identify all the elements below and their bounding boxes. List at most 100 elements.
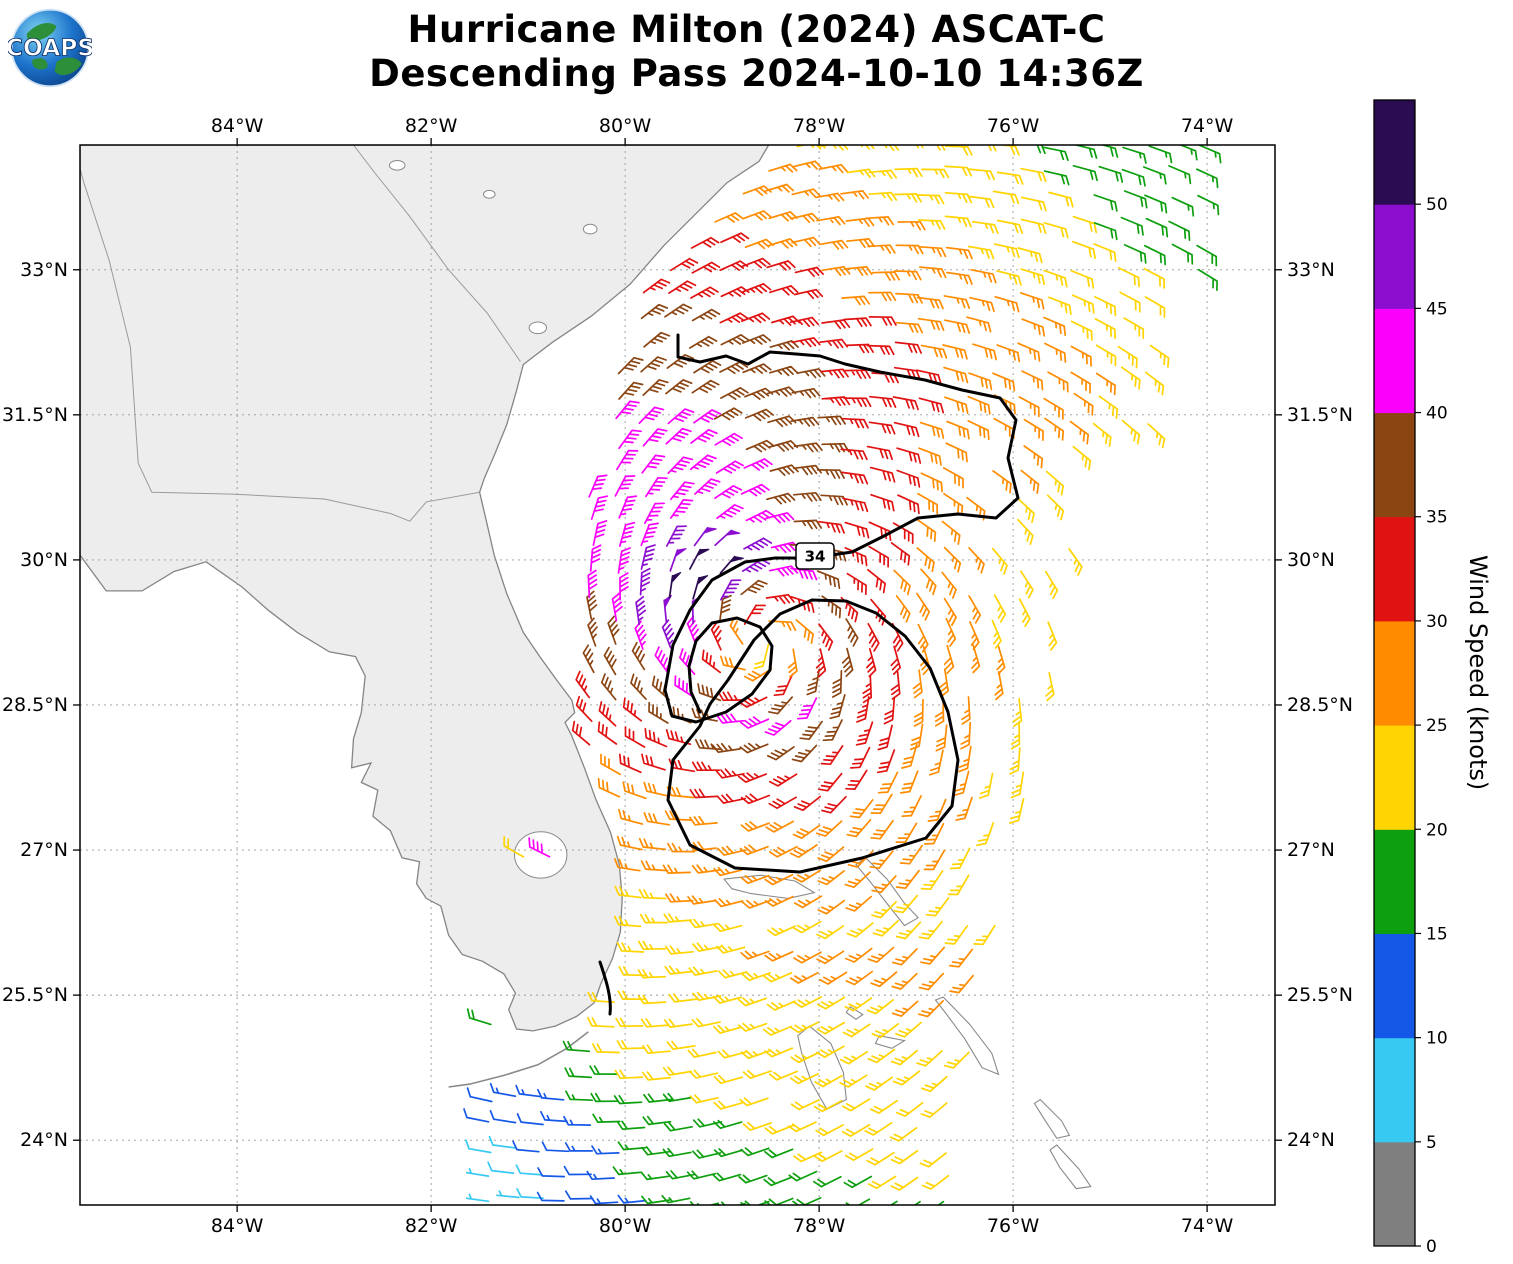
wind-barb <box>842 369 871 379</box>
wind-barb <box>597 721 618 745</box>
colorbar-tick-label: 35 <box>1426 508 1448 528</box>
wind-barb <box>993 594 1007 623</box>
wind-barb <box>697 683 722 702</box>
wind-barb <box>1144 371 1165 396</box>
wind-barb <box>720 579 742 601</box>
wind-barb <box>766 492 796 505</box>
wind-barb <box>944 165 973 177</box>
wind-barb <box>949 847 971 870</box>
wind-barb <box>791 188 821 198</box>
island-outline <box>797 1025 847 1111</box>
wind-barb <box>829 694 846 720</box>
wind-barb <box>642 278 671 294</box>
wind-barb <box>571 720 591 746</box>
wind-barb <box>1070 371 1091 394</box>
wind-barb <box>742 283 772 294</box>
wind-barb <box>648 701 669 724</box>
wind-barb <box>943 1051 970 1069</box>
wind-barb <box>816 570 841 589</box>
wind-barb <box>634 620 647 650</box>
wind-barb <box>942 467 964 489</box>
wind-barb <box>967 195 995 209</box>
isotach-layer: 34 <box>598 333 1020 1016</box>
axis-tick-label: 74°W <box>1181 1215 1234 1237</box>
wind-barb <box>877 724 893 751</box>
colorbar-segment <box>1374 412 1415 518</box>
wind-barb <box>740 1147 770 1157</box>
wind-barb <box>869 466 896 483</box>
wind-barb <box>1010 721 1021 750</box>
colorbar-segment <box>1374 1037 1415 1143</box>
wind-barb <box>1021 370 1044 391</box>
wind-barb <box>916 592 931 621</box>
wind-barb <box>694 478 721 495</box>
isotach-34-contour <box>666 598 960 874</box>
lake-outline <box>582 223 598 235</box>
wind-barb <box>564 1190 594 1200</box>
colorbar-segment <box>1374 308 1415 414</box>
wind-barb <box>916 547 935 573</box>
wind-barb-pennant <box>724 529 741 536</box>
wind-barb <box>665 379 693 395</box>
title-line2: Descending Pass 2024-10-10 14:36Z <box>369 51 1144 95</box>
wind-barb <box>738 1174 768 1184</box>
colorbar-tick-label: 0 <box>1426 1237 1437 1257</box>
wind-barb <box>1017 518 1034 546</box>
wind-barb <box>763 1047 794 1058</box>
isotach-34-label-box <box>795 542 835 570</box>
wind-barb <box>766 1000 796 1011</box>
wind-barb <box>741 899 771 909</box>
wind-barb <box>617 547 631 574</box>
wind-barb <box>840 448 868 461</box>
wind-barb <box>790 567 818 581</box>
wind-barb <box>790 1073 819 1085</box>
wind-barb <box>465 1167 490 1177</box>
wind-barb <box>893 421 920 438</box>
wind-barb <box>791 337 821 348</box>
wind-barb <box>637 968 667 979</box>
wind-barb <box>891 622 904 652</box>
colorbar-segment <box>1374 725 1415 830</box>
wind-barb <box>820 745 844 766</box>
wind-barb <box>598 701 617 727</box>
colorbar-segment <box>1374 100 1415 205</box>
wind-barb <box>894 341 922 354</box>
wind-barb <box>741 334 772 345</box>
wind-barb <box>618 495 638 519</box>
wind-barb <box>742 185 772 196</box>
wind-barb <box>670 499 694 519</box>
colorbar-tick-label: 25 <box>1426 716 1448 736</box>
wind-barb <box>764 950 794 962</box>
wind-barb <box>871 1023 899 1039</box>
wind-barb <box>844 871 871 889</box>
wind-barb <box>769 773 798 787</box>
wind-barb <box>1042 146 1069 162</box>
wind-barb <box>466 1008 492 1026</box>
wind-barb <box>840 596 859 623</box>
wind-barb <box>846 168 876 179</box>
wind-barb <box>788 1170 818 1182</box>
wind-barb <box>789 212 820 224</box>
wind-barb <box>970 268 997 284</box>
wind-barb <box>613 1094 643 1105</box>
wind-barb <box>817 772 843 792</box>
island-outline <box>1049 1144 1092 1190</box>
wind-barb <box>691 761 721 772</box>
wind-barb <box>651 675 671 701</box>
wind-barb <box>591 1043 620 1054</box>
wind-barb <box>763 1176 793 1187</box>
axis-tick-label: 28.5°N <box>2 694 68 716</box>
wind-barb <box>638 406 665 425</box>
wind-barb <box>489 1109 517 1124</box>
florida-keys-outline <box>448 1031 589 1088</box>
wind-barb <box>540 1110 568 1123</box>
wind-barb <box>867 244 896 254</box>
wind-barb <box>587 617 598 647</box>
wind-barb <box>768 365 799 377</box>
wind-barb <box>715 768 745 779</box>
wind-barb <box>631 641 646 671</box>
wind-barb <box>642 379 669 396</box>
wind-barb <box>943 366 969 384</box>
wind-barb <box>895 292 923 304</box>
